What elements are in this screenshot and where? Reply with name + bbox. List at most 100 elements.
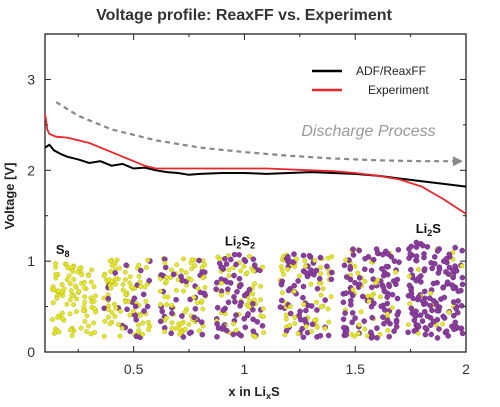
lithium-atom (424, 243, 431, 250)
lithium-atom (214, 304, 221, 311)
sulfur-atom (406, 273, 412, 279)
sulfur-atom (366, 298, 372, 304)
sulfur-atom (140, 331, 146, 337)
lithium-atom (317, 332, 324, 339)
sulfur-atom (312, 257, 318, 263)
sulfur-atom (192, 263, 198, 269)
y-tick-label: 2 (27, 162, 35, 178)
sulfur-atom (79, 272, 85, 278)
lithium-atom (249, 300, 256, 307)
sulfur-atom (145, 257, 151, 263)
sulfur-atom (260, 264, 265, 270)
lithium-atom (197, 289, 204, 296)
lithium-atom (300, 283, 307, 290)
structure-label-sub2: 2 (250, 241, 255, 251)
lithium-atom (380, 272, 387, 279)
discharge-annotation: Discharge Process (301, 123, 435, 140)
lithium-atom (350, 252, 357, 258)
sulfur-atom (251, 268, 257, 274)
sulfur-atom (181, 288, 186, 294)
sulfur-atom (303, 263, 308, 269)
lithium-atom (343, 332, 350, 338)
sulfur-atom (292, 321, 298, 326)
sulfur-atom (74, 309, 79, 314)
lithium-atom (250, 306, 256, 313)
sulfur-atom (252, 334, 258, 340)
lithium-atom (436, 326, 442, 332)
sulfur-atom (158, 302, 163, 307)
sulfur-atom (446, 309, 452, 315)
sulfur-atom (109, 310, 115, 315)
sulfur-atom (136, 328, 142, 334)
lithium-atom (127, 328, 133, 335)
sulfur-atom (325, 255, 331, 261)
sulfur-atom (56, 329, 62, 335)
sulfur-atom (137, 279, 143, 285)
lithium-atom (234, 288, 240, 295)
lithium-atom (233, 261, 239, 268)
sulfur-atom (101, 295, 107, 301)
sulfur-atom (314, 324, 320, 330)
lithium-atom (393, 319, 400, 326)
sulfur-atom (61, 286, 67, 292)
x-axis-label-main: x in Li (228, 384, 266, 399)
sulfur-atom (138, 284, 144, 289)
lithium-atom (430, 280, 437, 287)
lithium-atom (391, 328, 397, 334)
lithium-atom (444, 279, 451, 286)
lithium-atom (391, 258, 398, 264)
sulfur-atom (75, 269, 81, 275)
lithium-atom (356, 281, 363, 288)
sulfur-atom (195, 286, 201, 291)
lithium-atom (374, 325, 380, 331)
sulfur-atom (356, 322, 362, 328)
lithium-atom (450, 267, 457, 274)
lithium-atom (196, 257, 202, 264)
sulfur-atom (91, 284, 97, 290)
sulfur-atom (246, 304, 252, 310)
lithium-atom (386, 333, 393, 340)
sulfur-atom (101, 333, 107, 339)
lithium-atom (396, 259, 402, 266)
lithium-atom (186, 330, 193, 336)
lithium-atom (388, 253, 395, 260)
lithium-atom (295, 278, 301, 284)
lithium-atom (214, 279, 220, 286)
sulfur-atom (282, 332, 288, 338)
lithium-atom (314, 307, 320, 313)
sulfur-atom (260, 314, 266, 320)
x-tick-label: 2 (462, 361, 470, 377)
sulfur-atom (145, 319, 151, 325)
lithium-atom (291, 251, 297, 257)
sulfur-atom (164, 274, 170, 280)
lithium-atom (216, 260, 223, 267)
sulfur-atom (162, 260, 168, 266)
sulfur-atom (407, 301, 413, 306)
lithium-atom (415, 275, 422, 281)
lithium-atom (422, 324, 429, 331)
lithium-atom (381, 320, 387, 327)
lithium-atom (352, 315, 358, 321)
sulfur-atom (377, 294, 383, 300)
structure-label: S8 (56, 242, 70, 259)
sulfur-atom (182, 326, 188, 332)
y-axis-label: Voltage [V] (2, 163, 17, 230)
lithium-atom (417, 312, 424, 319)
sulfur-atom (186, 322, 192, 327)
sulfur-atom (241, 263, 247, 269)
sulfur-atom (91, 305, 97, 311)
lithium-atom (430, 318, 437, 325)
lithium-atom (440, 284, 446, 291)
lithium-atom (421, 288, 428, 295)
lithium-atom (157, 318, 164, 325)
sulfur-atom (163, 315, 169, 321)
sulfur-atom (301, 301, 307, 307)
lithium-atom (230, 331, 237, 338)
lithium-atom (223, 327, 230, 334)
sulfur-atom (84, 313, 90, 319)
sulfur-atom (69, 333, 75, 338)
lithium-atom (428, 331, 435, 338)
sulfur-atom (68, 288, 74, 294)
lithium-atom (277, 304, 284, 310)
lithium-atom (224, 286, 231, 292)
